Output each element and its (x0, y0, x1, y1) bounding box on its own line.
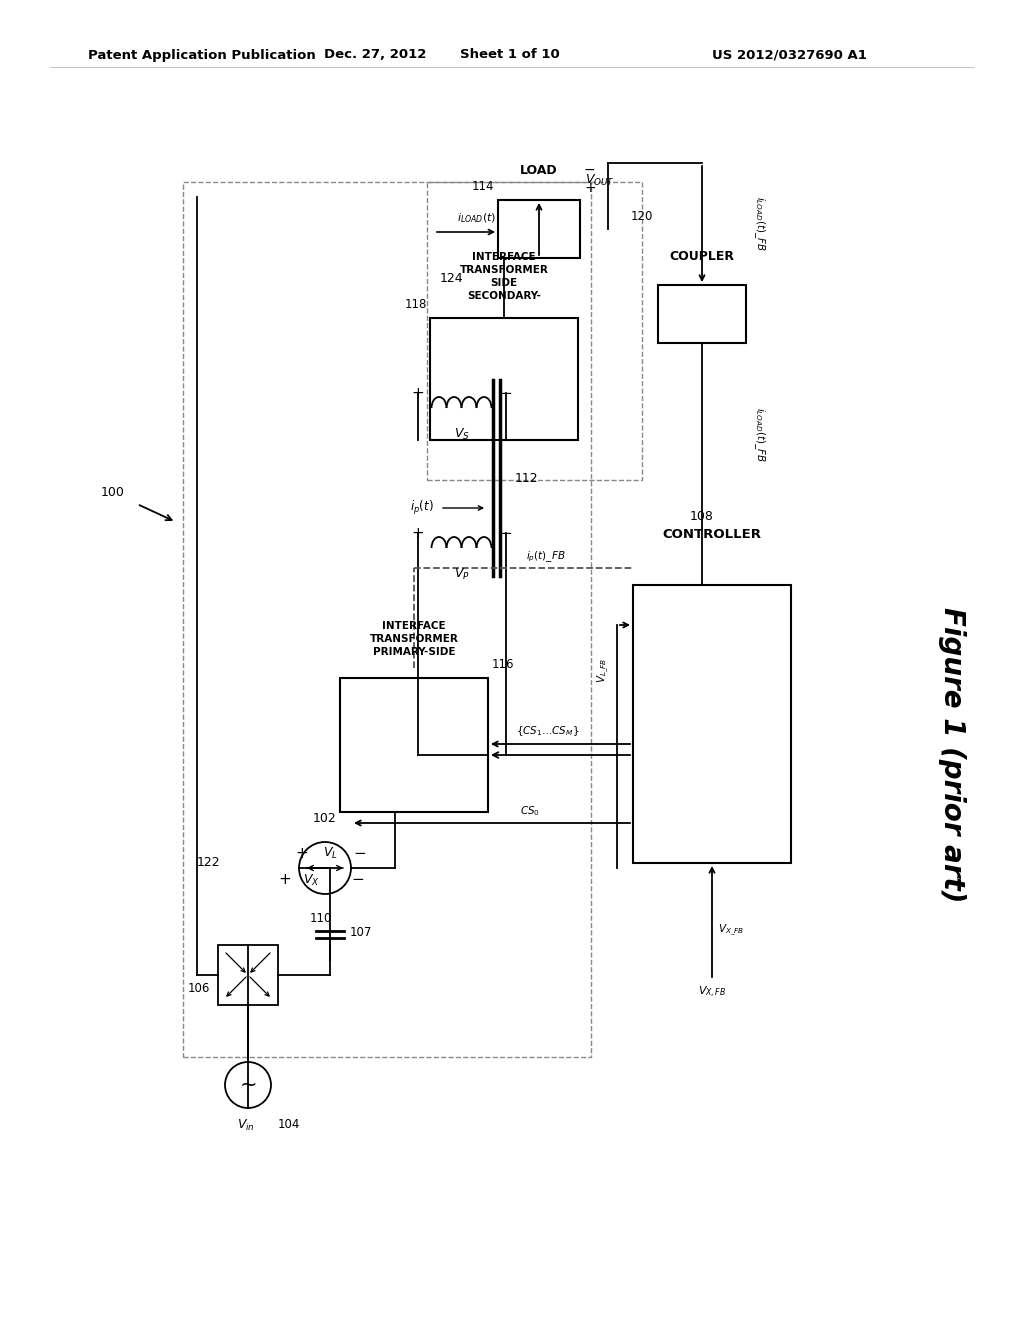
Text: +: + (412, 525, 424, 540)
Circle shape (299, 842, 351, 894)
Text: −: − (353, 846, 367, 861)
Bar (183, 182, 591, 1057)
Text: 122: 122 (197, 855, 220, 869)
Text: $V_X$: $V_X$ (303, 873, 319, 887)
Bar (498, 201, 580, 257)
Text: INTERFACE: INTERFACE (472, 252, 536, 261)
Text: 107: 107 (350, 927, 373, 940)
Text: −: − (351, 873, 365, 887)
Text: COUPLER: COUPLER (670, 249, 734, 263)
Text: TRANSFORMER: TRANSFORMER (460, 265, 549, 275)
Text: 104: 104 (278, 1118, 300, 1131)
Text: US 2012/0327690 A1: US 2012/0327690 A1 (712, 49, 867, 62)
Bar (658, 285, 746, 343)
Text: TRANSFORMER: TRANSFORMER (370, 634, 459, 644)
Text: $V_P$: $V_P$ (454, 566, 470, 582)
Text: PRIMARY-SIDE: PRIMARY-SIDE (373, 647, 456, 657)
Text: −: − (584, 162, 596, 177)
Text: 106: 106 (187, 982, 210, 995)
Text: 108: 108 (690, 511, 714, 524)
Text: $i_p(t)$: $i_p(t)$ (411, 499, 434, 517)
Bar (218, 945, 278, 1005)
Text: 124: 124 (440, 272, 464, 285)
Text: CONTROLLER: CONTROLLER (663, 528, 762, 541)
Text: Sheet 1 of 10: Sheet 1 of 10 (460, 49, 560, 62)
Text: 102: 102 (313, 812, 337, 825)
Text: 120: 120 (631, 210, 653, 223)
Text: $i_p(t)\_FB$: $i_p(t)\_FB$ (526, 549, 566, 565)
Bar (427, 182, 642, 480)
Text: $V_S$: $V_S$ (454, 426, 470, 442)
Text: SECONDARY-: SECONDARY- (467, 290, 541, 301)
Text: $i_{LOAD}(t)\_FB$: $i_{LOAD}(t)\_FB$ (752, 408, 767, 462)
Bar (633, 585, 791, 863)
Text: $V_{X,FB}$: $V_{X,FB}$ (698, 985, 726, 999)
Text: +: + (584, 181, 596, 195)
Text: SIDE: SIDE (490, 279, 517, 288)
Text: 118: 118 (404, 297, 427, 310)
Text: $\{CS_1 \ldots CS_M\}$: $\{CS_1 \ldots CS_M\}$ (516, 725, 580, 738)
Bar (340, 678, 488, 812)
Bar (430, 318, 578, 440)
Circle shape (225, 1063, 271, 1107)
Text: $V_L$: $V_L$ (323, 845, 338, 861)
Text: −: − (500, 525, 512, 540)
Text: Patent Application Publication: Patent Application Publication (88, 49, 315, 62)
Text: $V_{in}$: $V_{in}$ (237, 1118, 255, 1133)
Text: 112: 112 (515, 471, 539, 484)
Text: 114: 114 (471, 180, 494, 193)
Text: +: + (296, 846, 308, 861)
Text: $V_{L\_FB}$: $V_{L\_FB}$ (596, 657, 611, 682)
Text: LOAD: LOAD (520, 165, 558, 177)
Text: 100: 100 (101, 486, 125, 499)
Text: $i_{LOAD}(t)\_FB$: $i_{LOAD}(t)\_FB$ (752, 197, 767, 252)
Text: Dec. 27, 2012: Dec. 27, 2012 (324, 49, 426, 62)
Text: $CS_0$: $CS_0$ (520, 804, 540, 818)
Text: +: + (279, 873, 292, 887)
Text: $i_{LOAD}(t)$: $i_{LOAD}(t)$ (457, 211, 497, 224)
Text: +: + (412, 385, 424, 400)
Text: −: − (500, 385, 512, 400)
Text: Figure 1 (prior art): Figure 1 (prior art) (938, 607, 966, 903)
Text: ~: ~ (240, 1074, 257, 1096)
Text: $V_{X\_FB}$: $V_{X\_FB}$ (718, 923, 744, 937)
Text: $V_{OUT}$: $V_{OUT}$ (585, 173, 614, 187)
Text: 116: 116 (492, 657, 514, 671)
Text: 110: 110 (310, 912, 332, 924)
Text: INTERFACE: INTERFACE (382, 620, 445, 631)
